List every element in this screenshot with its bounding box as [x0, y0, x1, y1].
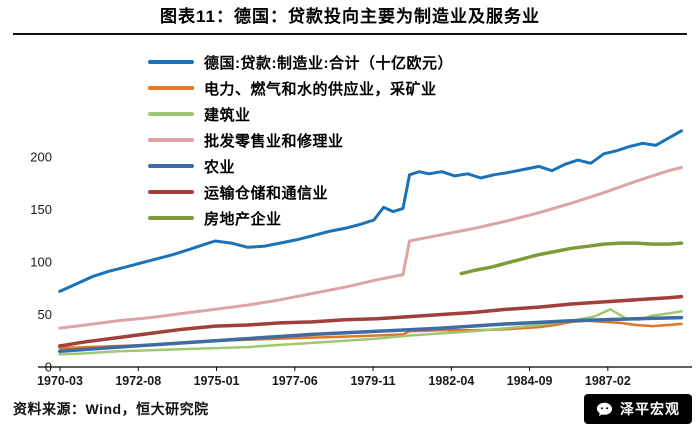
chart-legend: 德国:贷款:制造业:合计（十亿欧元） 电力、燃气和水的供应业，采矿业 建筑业批发零售…: [148, 49, 453, 231]
wechat-icon: [596, 402, 613, 416]
legend-item-agriculture: 农业: [148, 153, 453, 179]
x-tick-label: 1987-02: [585, 374, 631, 388]
chart-area: 0 50 100 150 200 1970-03 1972-08 1975-01 1977-06…: [0, 35, 700, 393]
legend-label: 农业: [204, 158, 236, 176]
legend-label: 运输仓储和通信业: [204, 184, 329, 202]
series-line-real-estate: [459, 241, 684, 276]
legend-item-transport-storage-communication: 运输仓储和通信业: [148, 179, 453, 205]
legend-item-utilities-mining: 电力、燃气和水的供应业，采矿业: [148, 75, 453, 101]
page-title: 图表11：德国：贷款投向主要为制造业及服务业: [160, 7, 540, 26]
source-note: 资料来源：Wind，恒大研究院: [13, 401, 209, 417]
y-tick-label: 50: [38, 307, 52, 322]
legend-swatch: [148, 86, 194, 90]
y-tick-label: 150: [30, 202, 52, 217]
y-tick-label: 200: [30, 150, 52, 165]
footer: 资料来源：Wind，恒大研究院 泽平宏观: [0, 393, 700, 433]
title-underline: [13, 33, 687, 35]
brand-name: 泽平宏观: [620, 401, 680, 417]
x-tick-label: 1970-03: [37, 374, 83, 388]
legend-swatch: [148, 216, 194, 220]
x-tick-label: 1977-06: [272, 374, 318, 388]
legend-label: 建筑业: [204, 106, 251, 124]
legend-swatch: [148, 190, 194, 194]
x-tick-label: 1979-11: [350, 374, 395, 388]
series-line-agriculture: [57, 315, 684, 354]
brand-badge: 泽平宏观: [584, 394, 692, 424]
series-line-transport-storage-communication: [57, 294, 684, 348]
x-tick-label: 1984-09: [507, 374, 553, 388]
x-tick-label: 1982-04: [428, 374, 474, 388]
y-tick-label: 100: [30, 255, 52, 270]
x-tick-label: 1972-08: [115, 374, 161, 388]
legend-label: 电力、燃气和水的供应业，采矿业: [204, 80, 437, 98]
legend-swatch: [148, 164, 194, 168]
legend-label: 房地产企业: [204, 210, 282, 228]
legend-label: 批发零售业和修理业: [204, 132, 344, 150]
legend-item-construction: 建筑业: [148, 101, 453, 127]
legend-swatch: [148, 138, 194, 142]
legend-swatch: [148, 60, 194, 64]
x-tick-label: 1975-01: [194, 374, 240, 388]
legend-item-wholesale-retail-repair: 批发零售业和修理业: [148, 127, 453, 153]
series-line-manufacturing: [58, 129, 683, 293]
legend-item-manufacturing: 德国:贷款:制造业:合计（十亿欧元）: [148, 49, 453, 75]
legend-swatch: [148, 112, 194, 116]
legend-label: 德国:贷款:制造业:合计（十亿欧元）: [204, 54, 453, 72]
series-line-wholesale-retail-repair: [58, 166, 683, 330]
legend-item-real-estate: 房地产企业: [148, 205, 453, 231]
